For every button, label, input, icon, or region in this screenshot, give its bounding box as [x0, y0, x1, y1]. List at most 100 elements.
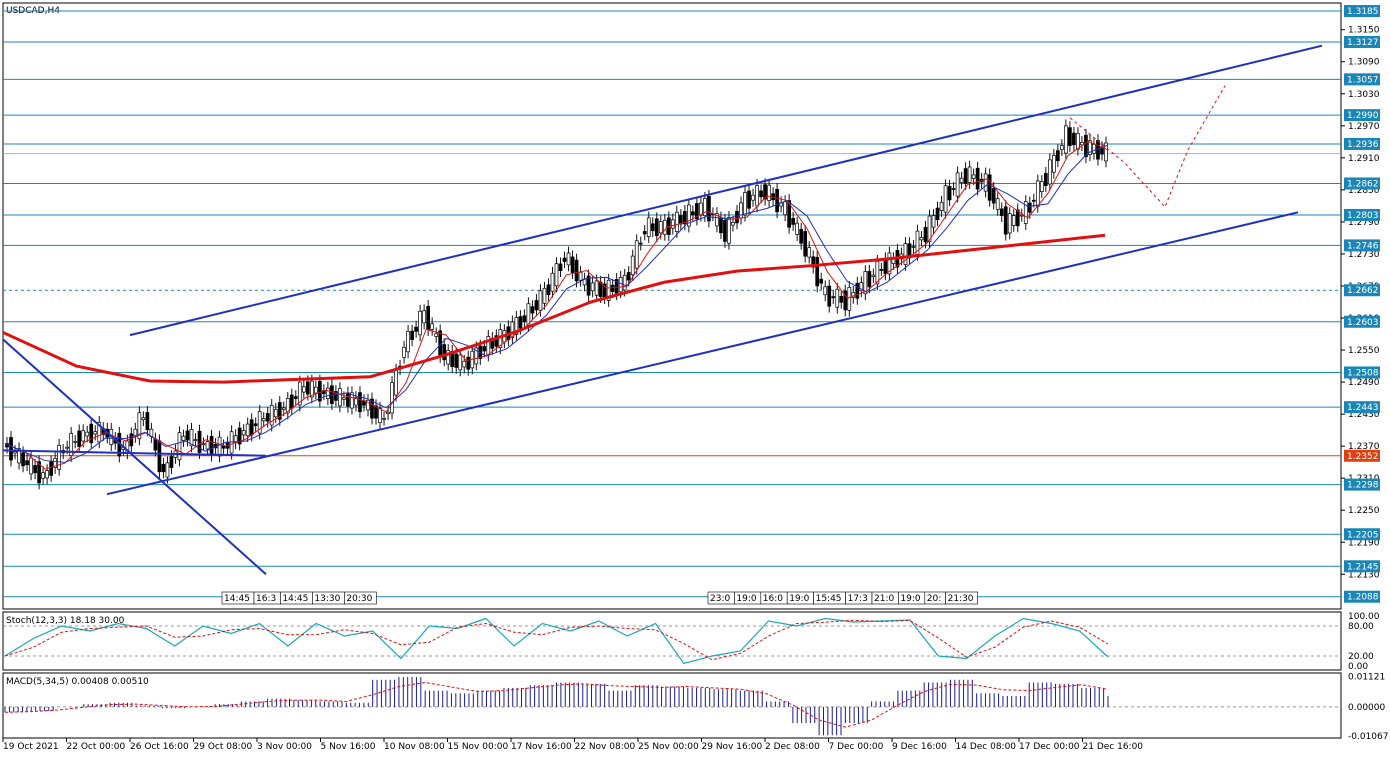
price-candle — [49, 461, 53, 476]
price-tick-label: 1.2190 — [1348, 538, 1380, 548]
price-candle — [534, 300, 539, 311]
level-label: 1.2088 — [1347, 593, 1379, 603]
price-candle — [313, 386, 318, 394]
price-candle — [911, 246, 916, 248]
price-candle — [1015, 209, 1020, 227]
price-candle — [1039, 181, 1044, 192]
price-candle — [205, 441, 210, 450]
price-candle — [285, 398, 290, 414]
price-candle — [402, 346, 406, 358]
price-candle — [570, 256, 575, 273]
price-candle — [731, 221, 735, 226]
price-candle — [674, 211, 679, 232]
price-candle — [550, 272, 555, 292]
price-candle — [97, 422, 102, 443]
price-candle — [522, 315, 527, 323]
price-tick-label: 1.3030 — [1348, 90, 1380, 100]
session-label: 16:3 — [256, 594, 276, 604]
price-candle — [25, 460, 29, 466]
price-candle — [81, 430, 86, 442]
price-candle — [735, 210, 739, 224]
price-tick-label: 1.2970 — [1348, 122, 1380, 132]
price-candle — [971, 174, 976, 179]
price-candle — [622, 274, 627, 291]
price-candle — [281, 407, 286, 410]
time-label: 2 Dec 08:00 — [765, 742, 820, 752]
level-label: 1.2936 — [1347, 140, 1379, 150]
price-candle — [538, 290, 543, 311]
price-candle — [442, 344, 447, 361]
level-label-bg — [1344, 239, 1380, 252]
price-candle — [875, 261, 880, 285]
price-candle — [843, 290, 848, 311]
price-candle — [1088, 140, 1092, 156]
price-candle — [1003, 206, 1008, 235]
price-candle — [707, 195, 711, 222]
price-candle — [129, 433, 134, 447]
price-candle — [903, 243, 908, 265]
price-tick-label: 1.3090 — [1348, 58, 1380, 68]
level-label-bg — [1344, 5, 1380, 18]
price-candle — [273, 408, 278, 418]
stoch-main-line — [4, 617, 1109, 665]
session-label: 15:45 — [816, 594, 842, 604]
price-candle — [29, 457, 33, 475]
price-candle — [482, 346, 487, 352]
price-candle — [53, 458, 57, 468]
price-candle — [642, 231, 647, 235]
price-candle — [305, 381, 310, 395]
session-label: 19:0 — [900, 594, 920, 604]
price-candle — [157, 440, 162, 473]
price-candle — [819, 278, 824, 284]
price-candle — [269, 404, 274, 426]
price-candle — [775, 188, 779, 213]
price-candle — [630, 255, 635, 276]
price-candle — [65, 446, 70, 449]
time-label: 17 Nov 16:00 — [511, 742, 572, 752]
price-candle — [13, 451, 17, 454]
price-candle — [414, 326, 418, 332]
price-candle — [462, 360, 467, 368]
price-candle — [975, 167, 980, 190]
level-label-bg — [1344, 366, 1380, 379]
price-candle — [89, 423, 94, 444]
macd-signal-line — [4, 681, 1109, 728]
price-candle — [69, 433, 74, 456]
price-candle — [935, 207, 940, 221]
price-candle — [1060, 145, 1064, 151]
price-candle — [783, 201, 787, 216]
session-label: 17:3 — [848, 594, 868, 604]
price-candle — [859, 282, 864, 292]
price-candle — [1035, 180, 1040, 207]
price-candle — [201, 443, 206, 446]
price-tick-label: 1.2910 — [1348, 154, 1380, 164]
price-candle — [803, 231, 808, 257]
price-candle — [350, 392, 354, 409]
level-label-bg — [1344, 109, 1380, 122]
price-candle — [293, 396, 298, 399]
price-candle — [394, 369, 398, 396]
price-candle — [658, 221, 663, 234]
price-candle — [17, 448, 21, 464]
session-label: 19:0 — [789, 594, 809, 604]
price-candle — [422, 310, 426, 324]
price-tick-label: 1.2790 — [1348, 218, 1380, 228]
price-candle — [691, 211, 695, 216]
level-label: 1.2662 — [1347, 286, 1379, 296]
price-candle — [610, 284, 615, 293]
price-candle — [638, 242, 643, 245]
time-label: 22 Nov 08:00 — [575, 742, 636, 752]
time-label: 15 Nov 00:00 — [448, 742, 509, 752]
level-label: 1.3057 — [1347, 75, 1379, 85]
price-candle — [514, 317, 519, 335]
price-candle — [73, 441, 78, 443]
price-candle — [193, 439, 198, 442]
stoch-label: Stoch(12,3,3) 18.18 30.00 — [6, 616, 125, 626]
session-label: 14:45 — [224, 594, 250, 604]
price-candle — [863, 271, 868, 295]
price-candle — [626, 272, 631, 281]
price-candle — [169, 456, 174, 468]
level-label: 1.2352 — [1347, 452, 1379, 462]
price-candle — [1011, 215, 1016, 226]
